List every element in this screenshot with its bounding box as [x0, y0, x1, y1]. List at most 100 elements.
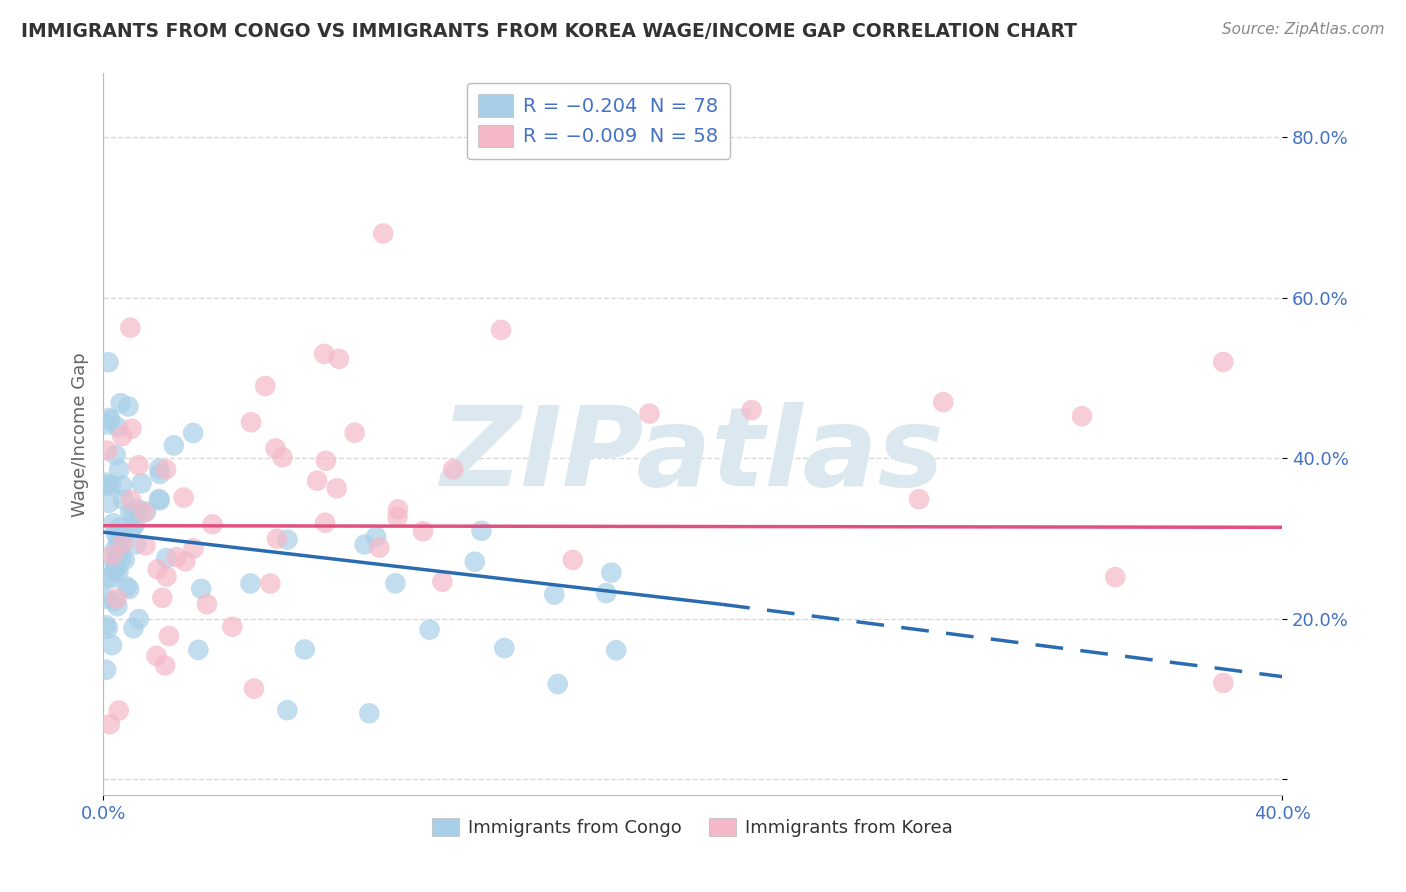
Point	[121, 521, 143, 535]
Point	[543, 588, 565, 602]
Point	[101, 638, 124, 652]
Point	[105, 561, 128, 575]
Point	[1071, 409, 1094, 424]
Point	[148, 491, 170, 506]
Point	[118, 582, 141, 596]
Point	[470, 524, 492, 538]
Point	[1212, 676, 1234, 690]
Point	[103, 516, 125, 531]
Point	[432, 574, 454, 589]
Point	[187, 643, 209, 657]
Point	[353, 537, 375, 551]
Point	[103, 543, 125, 558]
Point	[124, 517, 146, 532]
Point	[134, 505, 156, 519]
Point	[307, 474, 329, 488]
Point	[111, 478, 134, 492]
Point	[121, 422, 143, 436]
Point	[107, 550, 129, 565]
Point	[148, 461, 170, 475]
Point	[131, 476, 153, 491]
Point	[94, 618, 117, 632]
Point	[103, 563, 125, 577]
Point	[110, 551, 132, 566]
Text: Source: ZipAtlas.com: Source: ZipAtlas.com	[1222, 22, 1385, 37]
Point	[173, 491, 195, 505]
Point	[464, 555, 486, 569]
Point	[605, 643, 627, 657]
Point	[108, 521, 131, 535]
Point	[368, 541, 391, 555]
Point	[110, 530, 132, 544]
Point	[315, 454, 337, 468]
Point	[932, 395, 955, 409]
Point	[276, 533, 298, 547]
Point	[489, 323, 512, 337]
Point	[103, 554, 125, 568]
Point	[239, 576, 262, 591]
Point	[127, 502, 149, 516]
Point	[107, 533, 129, 548]
Point	[384, 576, 406, 591]
Point	[112, 536, 135, 550]
Point	[120, 493, 142, 508]
Point	[326, 481, 349, 495]
Point	[276, 703, 298, 717]
Point	[103, 594, 125, 608]
Point	[155, 551, 177, 566]
Point	[547, 677, 569, 691]
Point	[100, 413, 122, 427]
Point	[94, 663, 117, 677]
Point	[1212, 355, 1234, 369]
Point	[195, 597, 218, 611]
Point	[638, 407, 661, 421]
Point	[190, 582, 212, 596]
Point	[94, 591, 117, 606]
Point	[100, 478, 122, 492]
Point	[110, 396, 132, 410]
Text: ZIPatlas: ZIPatlas	[441, 402, 945, 509]
Point	[364, 530, 387, 544]
Point	[97, 496, 120, 510]
Point	[343, 425, 366, 440]
Point	[201, 517, 224, 532]
Point	[259, 576, 281, 591]
Point	[314, 516, 336, 530]
Point	[908, 492, 931, 507]
Point	[107, 565, 129, 579]
Point	[120, 320, 142, 334]
Point	[97, 355, 120, 369]
Point	[127, 458, 149, 473]
Point	[111, 429, 134, 443]
Point	[264, 442, 287, 456]
Point	[105, 420, 128, 434]
Point	[153, 658, 176, 673]
Point	[183, 541, 205, 556]
Point	[149, 467, 172, 481]
Point	[101, 549, 124, 563]
Point	[166, 549, 188, 564]
Point	[412, 524, 434, 539]
Point	[94, 572, 117, 586]
Text: IMMIGRANTS FROM CONGO VS IMMIGRANTS FROM KOREA WAGE/INCOME GAP CORRELATION CHART: IMMIGRANTS FROM CONGO VS IMMIGRANTS FROM…	[21, 22, 1077, 41]
Point	[157, 629, 180, 643]
Point	[328, 351, 350, 366]
Point	[221, 620, 243, 634]
Point	[122, 621, 145, 635]
Point	[373, 227, 395, 241]
Point	[741, 403, 763, 417]
Point	[387, 510, 409, 524]
Point	[117, 400, 139, 414]
Point	[600, 566, 623, 580]
Point	[108, 545, 131, 559]
Point	[1104, 570, 1126, 584]
Point	[155, 462, 177, 476]
Point	[595, 586, 617, 600]
Point	[100, 571, 122, 585]
Legend: Immigrants from Congo, Immigrants from Korea: Immigrants from Congo, Immigrants from K…	[425, 810, 960, 844]
Point	[135, 505, 157, 519]
Point	[98, 717, 121, 731]
Point	[441, 462, 464, 476]
Point	[105, 591, 128, 606]
Point	[561, 553, 583, 567]
